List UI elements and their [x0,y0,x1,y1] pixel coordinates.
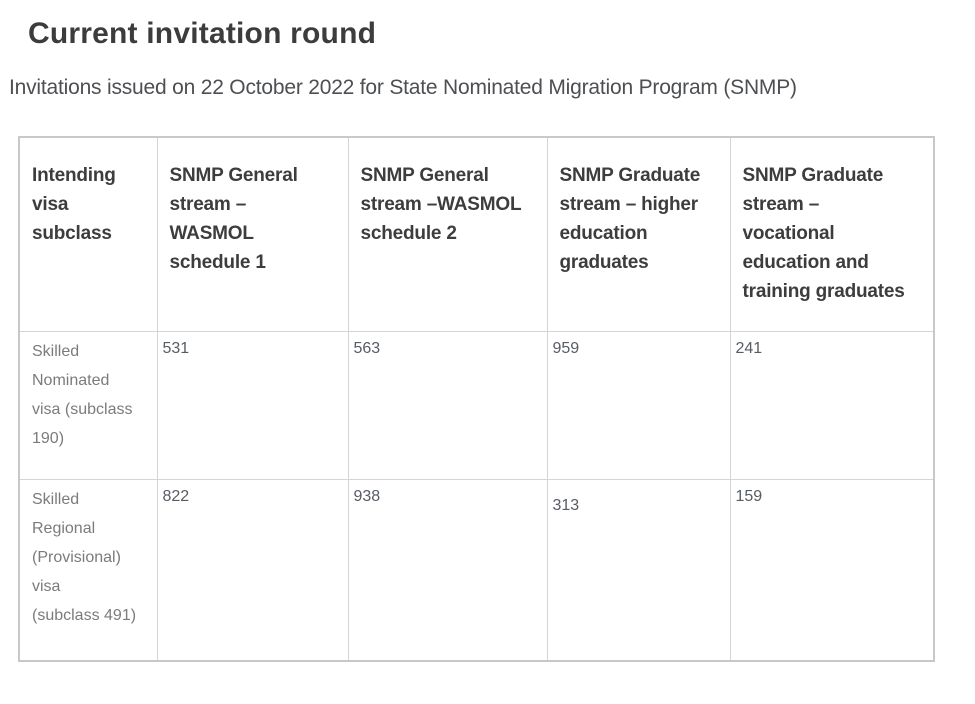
table-cell: 938 [347,478,548,662]
column-header-intending-visa-subclass: Intending visa subclass [18,136,158,332]
row-header-subclass-491: Skilled Regional (Provisional) visa (sub… [18,478,158,662]
table-row-subclass-190: Skilled Nominated visa (subclass 190) 53… [18,330,935,480]
table-cell: 822 [156,478,349,662]
column-header-general-stream-wasmol-2: SNMP General stream –WASMOL schedule 2 [347,136,548,332]
table-cell: 959 [546,330,731,480]
page-title: Current invitation round [28,17,377,50]
header-row: Intending visa subclass SNMP General str… [18,136,935,332]
table-cell: 241 [729,330,935,480]
row-header-subclass-190: Skilled Nominated visa (subclass 190) [18,330,158,480]
column-header-general-stream-wasmol-1: SNMP General stream – WASMOL schedule 1 [156,136,349,332]
column-header-graduate-stream-vocational: SNMP Graduate stream – vocational educat… [729,136,935,332]
column-header-graduate-stream-higher-education: SNMP Graduate stream – higher education … [546,136,731,332]
table-row-subclass-491: Skilled Regional (Provisional) visa (sub… [18,478,935,662]
intro-text: Invitations issued on 22 October 2022 fo… [9,76,797,99]
table-cell: 531 [156,330,349,480]
table-cell: 313 [546,478,731,662]
table-cell: 159 [729,478,935,662]
table-cell: 563 [347,330,548,480]
invitation-table: Intending visa subclass SNMP General str… [18,136,935,662]
